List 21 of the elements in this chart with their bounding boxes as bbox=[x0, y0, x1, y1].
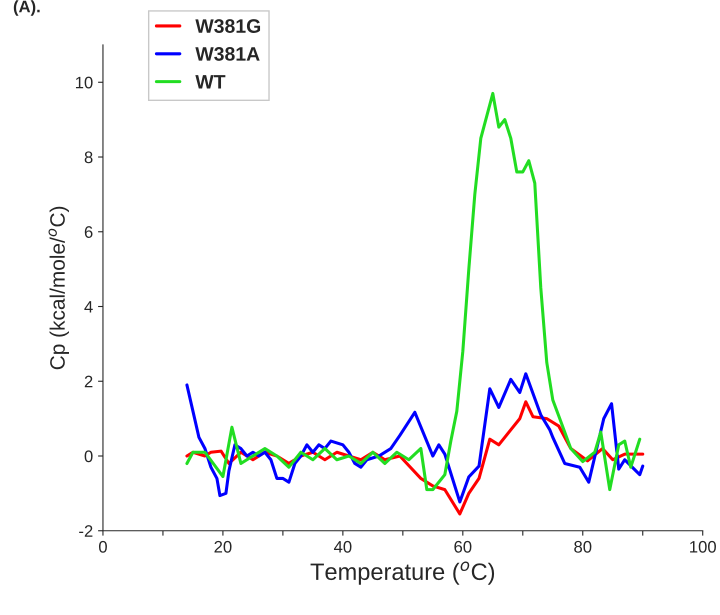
y-tick-label: 10 bbox=[76, 76, 93, 88]
y-axis-title: Cp (kcal/mole/$^{o}$C) bbox=[48, 206, 69, 370]
x-tick-label: 80 bbox=[574, 540, 592, 553]
chart-title: (A). bbox=[14, 0, 40, 16]
y-tick-label: 2 bbox=[84, 376, 92, 388]
y-tick-label: 4 bbox=[84, 301, 93, 313]
x-tick-label: 40 bbox=[334, 540, 352, 553]
y-tick-label: -2 bbox=[79, 525, 92, 537]
y-tick-label: 0 bbox=[84, 450, 93, 462]
x-tick-label: 100 bbox=[690, 540, 716, 553]
legend-label: W381G bbox=[195, 19, 260, 33]
y-tick-label: 6 bbox=[84, 226, 93, 238]
x-tick-label: 20 bbox=[214, 540, 232, 553]
x-axis-title: Temperature ($^{o}$C) bbox=[310, 562, 494, 585]
y-tick-label: 8 bbox=[84, 151, 93, 164]
legend-label: W381A bbox=[195, 47, 260, 61]
x-tick-label: 60 bbox=[454, 540, 472, 553]
line-series bbox=[185, 92, 642, 492]
legend-label: WT bbox=[195, 75, 226, 88]
line-series bbox=[185, 372, 644, 504]
x-tick-label: 0 bbox=[98, 540, 107, 553]
